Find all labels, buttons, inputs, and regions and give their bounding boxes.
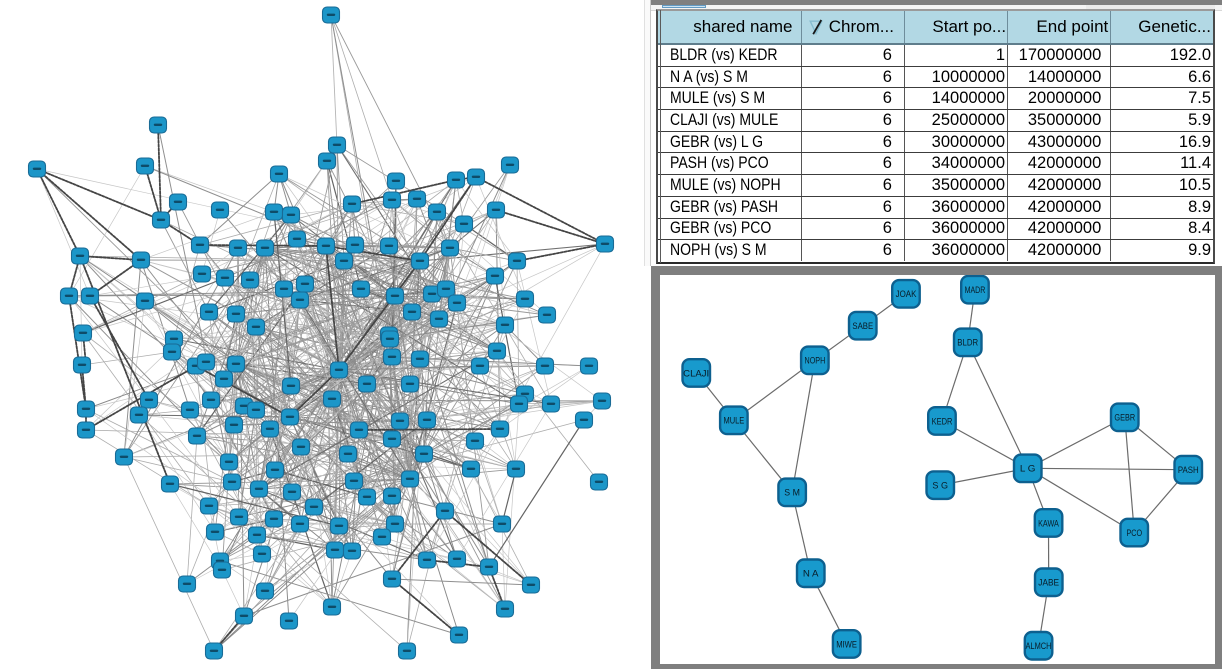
svg-text:S M: S M [784,488,800,499]
svg-text:NOPH: NOPH [805,356,826,367]
svg-text:N A: N A [803,569,819,580]
svg-text:SABE: SABE [852,321,873,332]
svg-text:JABE: JABE [1038,578,1059,589]
svg-text:BLDR: BLDR [957,338,978,349]
svg-text:PCO: PCO [1127,528,1143,539]
svg-text:ALMCH: ALMCH [1026,641,1052,652]
svg-text:MULE: MULE [724,416,745,427]
svg-text:GEBR: GEBR [1114,413,1135,424]
svg-text:PASH: PASH [1178,465,1199,476]
svg-text:KEDR: KEDR [932,416,953,427]
svg-text:MADR: MADR [965,285,986,296]
svg-text:S G: S G [932,480,948,491]
svg-text:MIWE: MIWE [836,639,857,650]
svg-text:JOAK: JOAK [896,289,917,300]
svg-text:CLAJI: CLAJI [683,368,709,379]
svg-text:L G: L G [1020,464,1036,475]
svg-text:KAWA: KAWA [1038,518,1059,529]
